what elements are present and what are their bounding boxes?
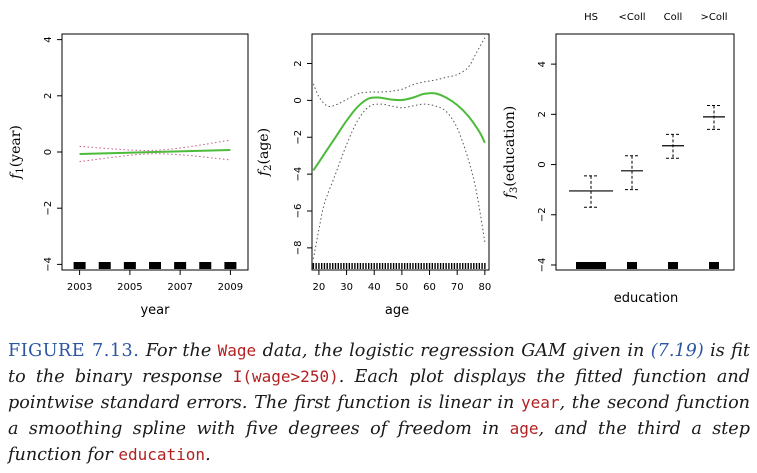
figure-label: FIGURE 7.13.: [8, 341, 140, 361]
caption-text: .: [205, 445, 211, 465]
y-tick-label: −4: [43, 257, 54, 272]
plot-frame: [311, 33, 490, 271]
x-tick-label: 70: [451, 282, 464, 293]
rug-mark: [627, 262, 637, 269]
y-tick-label: −2: [537, 207, 548, 222]
rug-mark: [224, 262, 237, 269]
caption-text: . Each plot displays the fitted function…: [8, 367, 751, 413]
x-tick-label: 40: [368, 282, 381, 293]
rug-mark: [174, 262, 187, 269]
rug-mark: [98, 262, 111, 269]
rug-mark: [668, 262, 678, 269]
category-label: HS: [584, 12, 598, 23]
x-tick-label: 20: [313, 282, 326, 293]
caption-text: For the: [139, 341, 218, 361]
figure-caption: FIGURE 7.13. For the Wage data, the logi…: [8, 338, 750, 468]
rug-mark: [709, 262, 719, 269]
x-axis-label: age: [385, 303, 409, 318]
y-axis-label: f2(age): [256, 128, 274, 177]
x-tick-label: 60: [423, 282, 436, 293]
y-tick-label: −2: [293, 130, 304, 145]
x-tick-label: 2003: [67, 282, 92, 293]
upper-se-band: [79, 139, 231, 151]
x-axis-label: year: [140, 303, 170, 318]
caption-code: year: [520, 393, 560, 412]
y-tick-label: 0: [43, 149, 54, 155]
x-axis-label: education: [614, 291, 679, 306]
plot-frame: [555, 33, 735, 271]
y-tick-label: −4: [537, 258, 548, 273]
caption-text: , and the third a step function for: [8, 419, 750, 465]
x-tick-label: 50: [396, 282, 409, 293]
caption-code: I(wage>250): [232, 367, 339, 386]
y-tick-label: 4: [43, 36, 54, 42]
lower-se-band: [79, 153, 231, 163]
caption-text: data, the logistic regression GAM given …: [256, 341, 651, 361]
x-tick-label: 80: [478, 282, 491, 293]
y-tick-label: −4: [293, 167, 304, 182]
rug-mark: [149, 262, 161, 269]
equation-link[interactable]: (7.19): [650, 341, 704, 361]
x-tick-label: 30: [340, 282, 353, 293]
y-tick-label: 2: [537, 111, 548, 117]
y-tick-label: 2: [293, 60, 304, 66]
y-tick-label: 0: [537, 161, 548, 167]
fitted-curve: [79, 149, 231, 155]
caption-code: Wage: [217, 341, 257, 360]
y-tick-label: −6: [293, 204, 304, 219]
category-label: <Coll: [618, 12, 645, 23]
panel-education: −4 −2 0 2 4 HS <Coll Coll >Coll education f3(edu…: [502, 12, 735, 306]
rug-mark: [73, 262, 86, 269]
y-tick-label: −2: [43, 201, 54, 216]
category-label: >Coll: [700, 12, 727, 23]
x-tick-label: 2007: [167, 282, 192, 293]
rug-mark: [576, 262, 606, 269]
panel-age: −8 −6 −4 −2 0 2 20 30 40 50 60 70 80 age f2(age): [256, 33, 491, 318]
x-tick-label: 2009: [218, 282, 243, 293]
figure-panels: −4 −2 0 2 4 2003 2005 2007 2009 year f1(year) −8…: [8, 12, 735, 318]
x-tick-label: 2005: [117, 282, 142, 293]
y-axis-label: f1(year): [8, 125, 26, 180]
category-label: Coll: [664, 12, 683, 23]
caption-text: is fit to the binary response: [8, 341, 750, 387]
y-tick-label: 2: [43, 93, 54, 99]
upper-se-band: [312, 37, 486, 108]
rug-mark: [199, 262, 212, 269]
caption-text: , the second function a smoothing spline…: [8, 393, 750, 439]
fitted-curve: [312, 92, 486, 171]
rug-mark: [123, 262, 136, 269]
lower-se-band: [312, 103, 486, 259]
y-tick-label: 4: [537, 61, 548, 67]
y-axis-label: f3(education): [502, 106, 520, 200]
panel-year: −4 −2 0 2 4 2003 2005 2007 2009 year f1(year): [8, 33, 249, 318]
caption-code: age: [509, 419, 539, 438]
y-tick-label: −8: [293, 241, 304, 256]
y-tick-label: 0: [293, 97, 304, 103]
caption-code: education: [118, 445, 206, 464]
